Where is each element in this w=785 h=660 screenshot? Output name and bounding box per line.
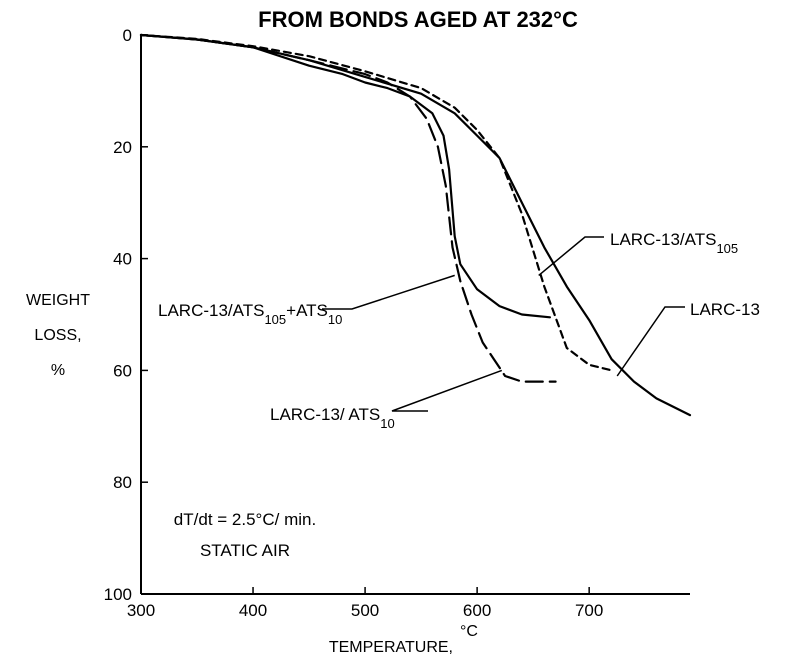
x-tick-label: 500 [351,601,379,620]
y-tick-label: 80 [113,473,132,492]
conditions-annotation: dT/dt = 2.5°C/ min. STATIC AIR [174,510,316,560]
series-line-larc13_ats10 [139,33,557,383]
label-larc13: LARC-13 [690,300,760,319]
y-axis-title-line3: % [51,362,65,379]
y-axis-title-line1: WEIGHT [26,292,90,309]
x-tick-label: 700 [575,601,603,620]
y-tick-label: 100 [104,585,132,604]
series-layer [139,33,692,417]
label-larc13-ats10: LARC-13/ ATS10 [270,405,395,431]
leader-line-larc13_ats105 [538,236,604,276]
annotation-air: STATIC AIR [200,541,290,560]
plot-axes [140,35,690,595]
annotation-rate: dT/dt = 2.5°C/ min. [174,510,316,529]
leader-layer [322,236,685,412]
x-axis-title: TEMPERATURE, °C [329,623,478,656]
x-tick-label: 400 [239,601,267,620]
y-tick-label: 20 [113,138,132,157]
leader-line-larc13_ats105_ats10 [322,274,455,310]
series-line-larc13_ats105_ats10 [139,33,551,319]
y-axis-title: WEIGHT LOSS, % [26,292,90,379]
x-tick-label: 600 [463,601,491,620]
chart-title: FROM BONDS AGED AT 232°C [258,7,578,32]
x-axis-title-main: TEMPERATURE, [329,639,453,656]
x-tick-label: 300 [127,601,155,620]
leader-line-larc13 [616,306,685,377]
series-labels: LARC-13/ATS105 LARC-13/ATS105+ATS10 LARC… [158,230,760,431]
leader-line-larc13_ats10 [391,369,503,412]
y-axis-title-line2: LOSS, [34,327,81,344]
label-larc13-ats105-ats10: LARC-13/ATS105+ATS10 [158,301,342,327]
series-line-larc13 [139,33,692,417]
label-larc13-ats105: LARC-13/ATS105 [610,230,738,256]
y-tick-label: 40 [113,250,132,269]
y-tick-label: 0 [123,26,132,45]
y-tick-label: 60 [113,361,132,380]
x-axis-title-unit: °C [460,623,478,640]
series-line-larc13_ats105 [139,33,613,372]
